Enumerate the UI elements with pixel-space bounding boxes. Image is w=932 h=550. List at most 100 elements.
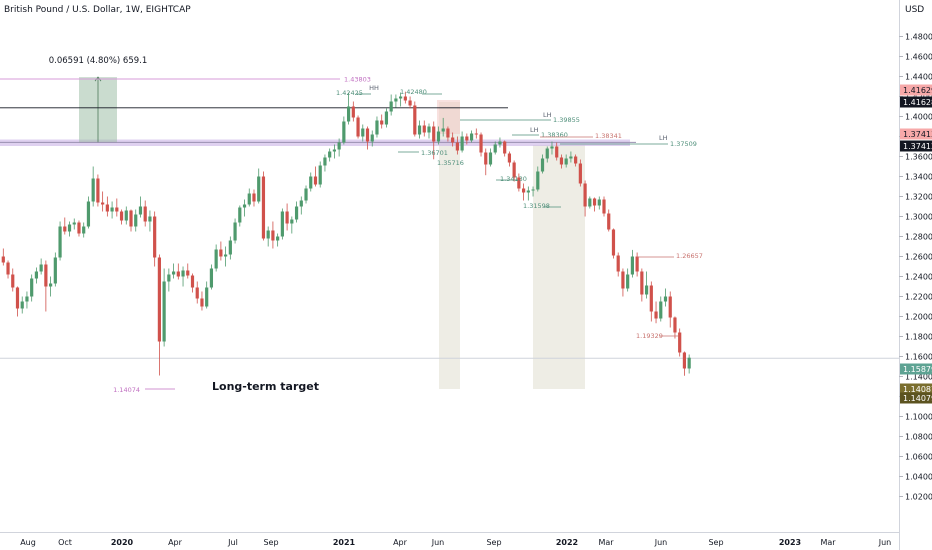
candle-body <box>526 190 530 193</box>
price-tick-label: 1.24000 <box>905 273 932 282</box>
candle-body <box>498 141 502 145</box>
label-136701: 1.36701 <box>421 149 448 157</box>
price-tick-label: 1.02000 <box>905 493 932 502</box>
candle-body <box>294 206 299 220</box>
candle-body <box>422 125 426 133</box>
candle-body <box>233 222 237 241</box>
candle-body <box>1 256 5 263</box>
time-tick-label: Apr <box>168 538 183 547</box>
candle-body <box>602 199 606 214</box>
red-zone-2021 <box>437 100 460 134</box>
measure-arrow-head <box>94 76 102 82</box>
candle-body <box>635 256 639 272</box>
candle-body <box>44 264 48 287</box>
price-badges: 1.416291.416281.374131.374121.158791.140… <box>900 84 932 404</box>
currency-label: USD <box>905 5 925 15</box>
candle-body <box>446 128 450 138</box>
price-tick-label: 1.36000 <box>905 153 932 162</box>
label-119329: 1.19329 <box>636 332 663 340</box>
candle-body <box>129 210 133 227</box>
candle-body <box>101 202 105 205</box>
candle-body <box>578 163 582 184</box>
time-tick-label: Oct <box>58 538 72 547</box>
candle-body <box>167 274 171 282</box>
price-badge-box <box>900 392 932 404</box>
price-badge-label: 1.41629 <box>903 86 932 95</box>
time-tick-label: Sep <box>486 538 501 547</box>
price-tick-label: 1.44000 <box>905 73 932 82</box>
label-126657: 1.26657 <box>676 252 703 260</box>
time-tick-label: 2023 <box>779 538 801 547</box>
time-tick-label: Jun <box>878 538 892 547</box>
candle-body <box>659 301 663 319</box>
time-tick-label: Jun <box>431 538 445 547</box>
time-tick-label: Jun <box>654 538 668 547</box>
candle-body <box>124 210 128 221</box>
price-badge-label: 1.37413 <box>903 130 932 139</box>
candle-body <box>148 216 152 222</box>
candle-body <box>592 198 597 206</box>
candle-body <box>186 270 190 276</box>
label-131598: 1.31598 <box>523 202 550 210</box>
candle-body <box>384 111 389 125</box>
candle-body <box>517 177 521 189</box>
candle-body <box>205 287 209 307</box>
candle-body <box>138 206 143 215</box>
candle-body <box>176 271 180 277</box>
candle-body <box>110 207 114 212</box>
candle-body <box>630 256 634 275</box>
candle-body <box>323 157 327 166</box>
candle-body <box>484 152 488 165</box>
candle-body <box>361 128 365 137</box>
candle-body <box>181 270 185 277</box>
candle-body <box>626 274 630 289</box>
candle-body <box>536 171 540 190</box>
candle-body <box>365 128 370 142</box>
candle-body <box>469 133 474 141</box>
candle-body <box>342 121 346 143</box>
label-142425: 1.42425 <box>336 89 363 97</box>
candle-body <box>276 236 280 241</box>
candle-body <box>20 301 24 309</box>
lh-label-3: LH <box>659 134 668 142</box>
candle-body <box>644 285 649 295</box>
candle-body <box>266 230 270 239</box>
label-135716: 1.35716 <box>437 159 464 167</box>
candle-body <box>318 165 322 185</box>
candle-body <box>299 200 303 207</box>
price-badge-box <box>900 363 932 375</box>
candle-body <box>214 249 218 269</box>
candle-body <box>332 149 336 152</box>
candle-body <box>673 317 677 333</box>
candle-body <box>597 199 601 206</box>
candles-layer <box>1 91 691 376</box>
price-tick-label: 1.20000 <box>905 313 932 322</box>
price-badge-label: 1.14079 <box>903 394 932 403</box>
lh-label-2: LH <box>530 126 539 134</box>
price-tick-label: 1.40000 <box>905 113 932 122</box>
time-axis[interactable]: Aug Oct 2020 Apr Jul Sep 2021 Apr Jun Sep 2022 Mar J… <box>20 538 891 547</box>
candle-body <box>455 142 459 151</box>
label-114074: 1.14074 <box>113 386 140 394</box>
candle-body <box>564 158 568 165</box>
candle-body <box>25 296 29 302</box>
candle-body <box>209 268 214 288</box>
lh-label-1: LH <box>543 111 552 119</box>
time-tick-label: Sep <box>263 538 278 547</box>
candle-body <box>574 156 578 164</box>
candle-body <box>545 148 549 159</box>
candle-body <box>687 357 691 369</box>
candle-body <box>143 206 147 222</box>
candle-body <box>153 216 157 258</box>
price-badge-box <box>900 128 932 140</box>
candle-body <box>441 128 445 132</box>
candle-body <box>328 151 332 158</box>
candle-body <box>460 136 464 151</box>
time-tick-label: Jul <box>227 538 238 547</box>
candle-body <box>399 96 403 99</box>
price-badge-box <box>900 84 932 96</box>
candle-body <box>370 134 374 142</box>
candle-body <box>550 146 554 149</box>
candle-body <box>351 106 355 118</box>
